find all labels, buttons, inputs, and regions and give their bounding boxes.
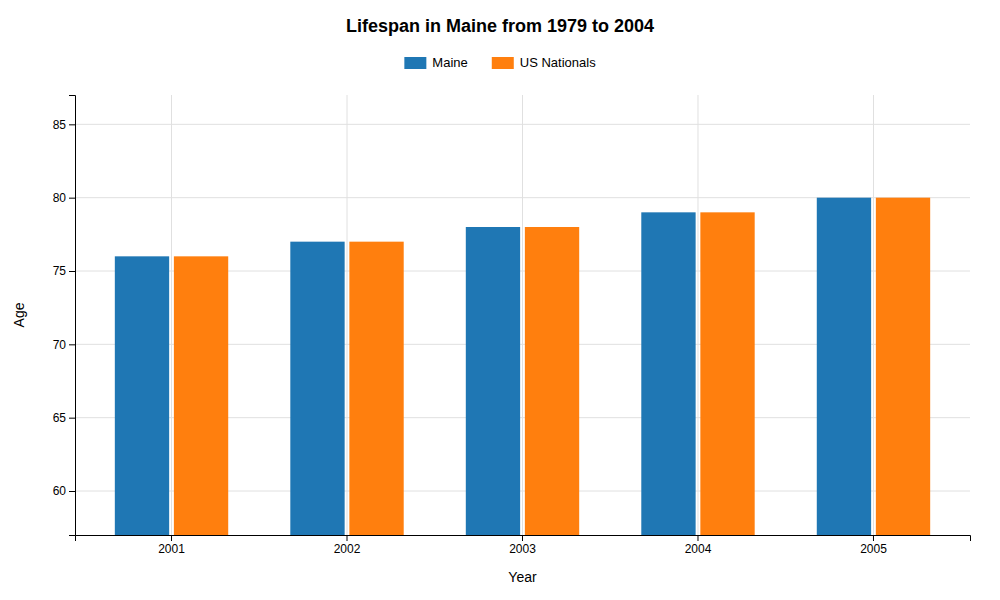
tick: 2002 [334, 535, 361, 556]
tick-mark [347, 535, 348, 541]
y-axis: 60 65 70 75 80 85 [53, 96, 76, 536]
tick-mark [69, 491, 75, 492]
tick-label: 2004 [685, 542, 712, 556]
legend-item: Maine [404, 55, 467, 70]
bar [876, 198, 930, 535]
bar [115, 256, 169, 535]
legend: Maine US Nationals [404, 55, 596, 70]
legend-swatch [404, 57, 426, 69]
bar-series [115, 198, 871, 535]
grid-line [873, 95, 874, 535]
grid-line [522, 95, 523, 535]
tick: 80 [53, 191, 75, 205]
tick: 2001 [158, 535, 185, 556]
tick-mark [522, 535, 523, 541]
grid [75, 95, 970, 535]
tick-mark [69, 344, 75, 345]
tick-label: 85 [53, 118, 67, 132]
legend-swatch [492, 57, 514, 69]
tick-label: 2005 [860, 542, 887, 556]
bar [174, 256, 228, 535]
tick-mark [69, 418, 75, 419]
bar [349, 242, 403, 535]
tick-mark [697, 535, 698, 541]
tick-mark [873, 535, 874, 541]
legend-label: Maine [432, 55, 467, 70]
tick: 60 [53, 484, 75, 498]
tick: 75 [53, 264, 75, 278]
tick-label: 80 [53, 191, 67, 205]
tick-mark [69, 124, 75, 125]
bar [290, 242, 344, 535]
x-axis-title: Year [508, 569, 537, 585]
title: Lifespan in Maine from 1979 to 2004 [346, 16, 654, 36]
grid-line [171, 95, 172, 535]
tick-label: 2002 [334, 542, 361, 556]
tick-label: 2001 [158, 542, 185, 556]
bar [525, 227, 579, 535]
tick: 65 [53, 411, 75, 425]
plot-area: 2001 2002 2003 2004 2005 60 65 70 75 80 85 [53, 95, 971, 556]
tick-mark [69, 271, 75, 272]
tick-label: 75 [53, 264, 67, 278]
grid-line [347, 95, 348, 535]
tick: 2004 [685, 535, 712, 556]
bar [700, 212, 754, 535]
bar [817, 198, 871, 535]
bar [641, 212, 695, 535]
tick: 2003 [509, 535, 536, 556]
chart: 2001 2002 2003 2004 2005 60 65 70 75 80 85 Year Age L… [0, 0, 1000, 600]
tick-label: 60 [53, 484, 67, 498]
tick: 2005 [860, 535, 887, 556]
bars [115, 198, 930, 535]
tick-mark [69, 198, 75, 199]
legend-item: US Nationals [492, 55, 596, 70]
tick-label: 65 [53, 411, 67, 425]
bar [466, 227, 520, 535]
legend-label: US Nationals [520, 55, 596, 70]
axis-line [69, 96, 76, 536]
y-axis-title: Age [11, 302, 27, 327]
tick-label: 2003 [509, 542, 536, 556]
bar-series [174, 198, 930, 535]
grid-line [697, 95, 698, 535]
tick-mark [171, 535, 172, 541]
x-axis: 2001 2002 2003 2004 2005 [76, 535, 971, 556]
tick: 70 [53, 338, 75, 352]
axis-line [76, 536, 971, 542]
tick-label: 70 [53, 338, 67, 352]
tick: 85 [53, 118, 75, 132]
